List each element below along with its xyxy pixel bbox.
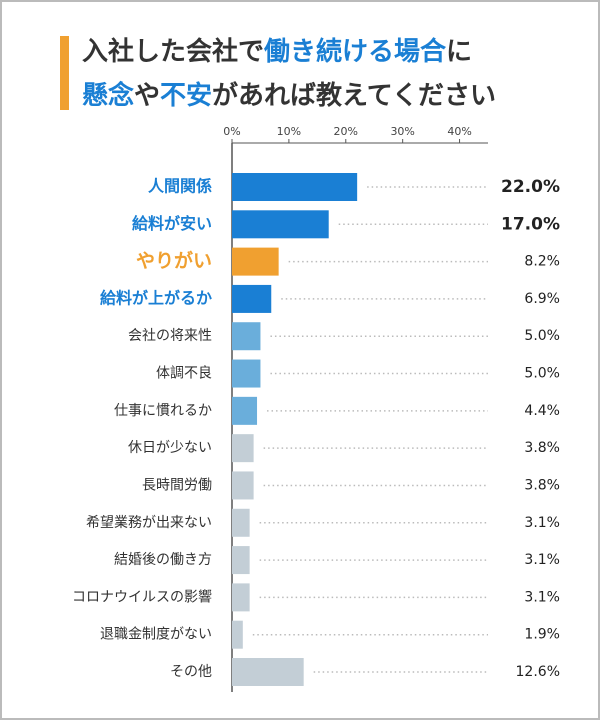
value-label: 4.4% [524,403,560,419]
category-label: コロナウイルスの影響 [72,588,212,605]
bar [232,508,250,537]
title-accent [60,36,69,110]
chart-title: 懸念や不安があれば教えてください [82,80,496,111]
title-segment: 入社した会社で [82,36,264,67]
chart-title: 入社した会社で働き続ける場合に [82,36,472,67]
category-label: 給料が上がるか [100,288,212,307]
x-tick-label: 40% [447,125,471,138]
bar [232,210,329,239]
bar [232,396,258,425]
value-label: 3.8% [524,477,560,493]
value-label: 5.0% [524,328,560,344]
x-tick-label: 30% [390,125,414,138]
value-label: 22.0% [501,177,560,197]
title-segment: や [134,81,160,111]
category-label: その他 [170,664,212,680]
bar [232,658,304,686]
category-label: 人間関係 [148,177,212,196]
category-label: 給料が安い [132,214,212,233]
category-label: 体調不良 [156,366,212,382]
title-segment: 働き続ける場合 [263,36,447,67]
title-segment: に [446,37,472,67]
bar [232,322,261,351]
value-label: 12.6% [516,664,560,680]
x-tick-label: 0% [223,125,240,138]
category-label: 休日が少ない [128,440,212,456]
category-label: 会社の将来性 [128,328,212,344]
bar [232,471,254,500]
x-tick-label: 10% [277,125,301,138]
bar [232,620,243,649]
bar [232,434,254,463]
value-label: 3.1% [524,589,560,605]
x-tick-label: 20% [334,125,358,138]
category-label: やりがい [136,249,212,272]
value-label: 3.1% [524,552,560,568]
value-label: 17.0% [501,214,560,234]
value-label: 3.8% [524,440,560,456]
bar [232,546,250,575]
bar [232,284,272,313]
bar [232,247,279,276]
title-segment: 懸念 [82,80,134,111]
title-segment: があれば教えてください [212,80,496,111]
category-label: 仕事に慣れるか [114,402,212,419]
category-label: 結婚後の働き方 [114,552,212,568]
value-label: 3.1% [524,515,560,531]
value-label: 6.9% [524,291,560,307]
bar [232,583,250,612]
value-label: 8.2% [524,254,560,270]
value-label: 1.9% [524,627,560,643]
bar [232,359,261,388]
title-segment: 不安 [160,81,212,111]
category-label: 長時間労働 [142,477,212,493]
bar [232,173,358,201]
value-label: 5.0% [524,366,560,382]
category-label: 退職金制度がない [100,627,212,643]
category-label: 希望業務が出来ない [86,515,212,531]
